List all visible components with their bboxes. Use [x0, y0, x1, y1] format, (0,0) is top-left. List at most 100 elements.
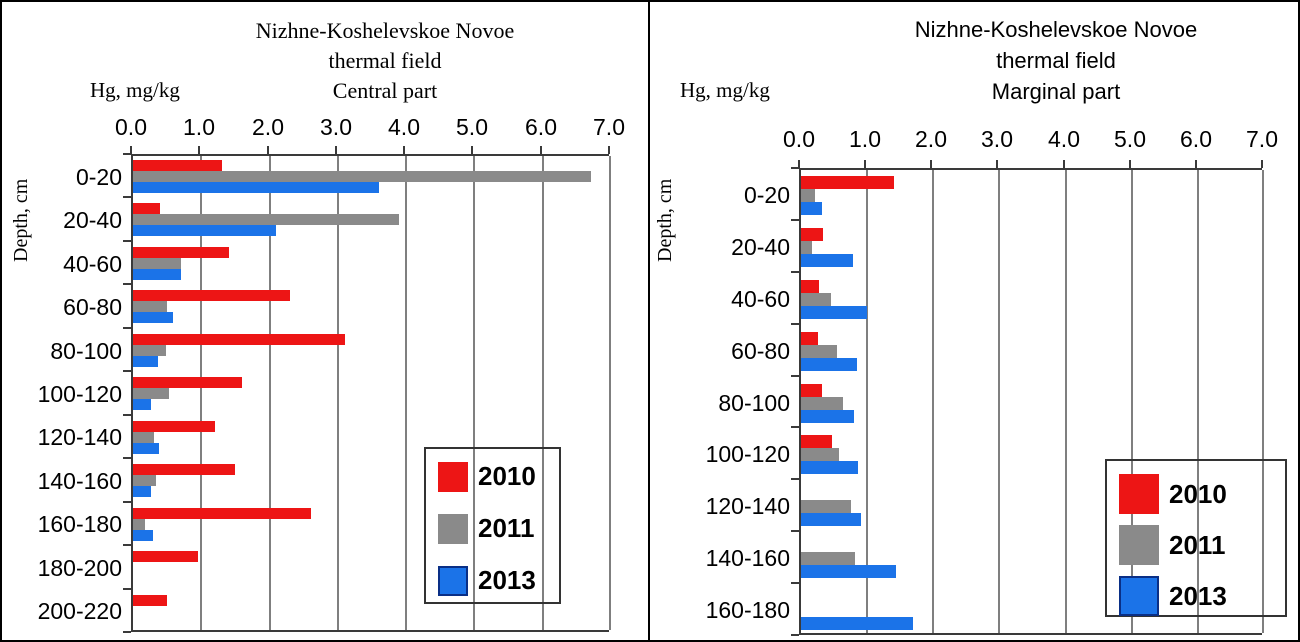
- bar-2011: [133, 214, 399, 225]
- bar-2013: [133, 530, 153, 541]
- category-label: 60-80: [63, 294, 122, 321]
- bar-2013: [801, 358, 857, 371]
- tick-label: 5.0: [1114, 126, 1146, 152]
- legend-swatch-2010: [1119, 474, 1159, 514]
- bar-2011: [801, 397, 843, 410]
- gridline: [1262, 170, 1264, 633]
- legend-swatch-2013: [1119, 576, 1159, 616]
- category-tick: [791, 478, 799, 480]
- category-label: 80-100: [50, 337, 122, 364]
- tick-label: 3.0: [981, 126, 1013, 152]
- bar-2013: [801, 410, 854, 423]
- legend: 2010 2011 2013: [424, 447, 561, 604]
- gridline: [200, 156, 202, 630]
- bar-2010: [801, 176, 894, 189]
- category-tick: [123, 153, 131, 155]
- bar-2013: [133, 182, 379, 193]
- category-label: 140-160: [37, 467, 122, 494]
- bar-2013: [133, 486, 151, 497]
- category-label: 40-60: [63, 250, 122, 277]
- category-label: 20-40: [63, 207, 122, 234]
- axis-tick: [608, 146, 610, 154]
- category-tick: [791, 634, 799, 636]
- category-tick: [791, 167, 799, 169]
- category-tick: [123, 544, 131, 546]
- bar-2011: [801, 500, 851, 513]
- category-label: 60-80: [731, 337, 790, 364]
- bar-2011: [133, 301, 167, 312]
- category-label: 100-120: [705, 441, 790, 468]
- legend-entry: 2010: [1119, 474, 1227, 514]
- axis-tick: [1261, 160, 1263, 168]
- gridline: [405, 156, 407, 630]
- category-label: 0-20: [75, 163, 122, 190]
- category-tick: [123, 588, 131, 590]
- legend: 2010 2011 2013: [1105, 459, 1287, 617]
- bar-2013: [133, 356, 158, 367]
- bar-2013: [133, 399, 151, 410]
- gridline: [609, 156, 611, 630]
- axis-tick: [471, 146, 473, 154]
- bar-2011: [133, 345, 166, 356]
- legend-entry: 2013: [438, 565, 536, 596]
- bar-2013: [801, 617, 913, 630]
- tick-label: 6.0: [1180, 126, 1212, 152]
- bar-2010: [801, 228, 823, 241]
- chart-title-line: Nizhne-Koshelevskoe Novoe: [255, 18, 515, 43]
- gridline: [473, 156, 475, 630]
- bar-2013: [133, 312, 173, 323]
- x-axis-unit-label: Hg, mg/kg: [680, 78, 770, 102]
- category-label: 0-20: [743, 181, 790, 208]
- bar-2013: [801, 565, 896, 578]
- bar-2011: [801, 293, 831, 306]
- tick-label: 1.0: [849, 126, 881, 152]
- category-label: 160-180: [705, 597, 790, 624]
- gridline: [998, 170, 1000, 633]
- bar-2010: [133, 334, 345, 345]
- chart-panel-marginal: Nizhne-Koshelevskoe Novoe thermal field …: [650, 2, 1298, 640]
- bar-2010: [133, 203, 160, 214]
- category-label: 100-120: [37, 381, 122, 407]
- tick-label: 0.0: [115, 114, 147, 140]
- tick-label: 1.0: [183, 114, 215, 140]
- legend-label: 2013: [478, 565, 536, 595]
- axis-tick: [540, 146, 542, 154]
- category-label: 40-60: [731, 285, 790, 312]
- category-label: 200-220: [37, 598, 122, 625]
- legend-label: 2011: [478, 513, 535, 543]
- bar-2013: [801, 254, 853, 267]
- legend-entry: 2013: [1119, 576, 1227, 616]
- bar-2013: [133, 443, 159, 454]
- category-tick: [123, 631, 131, 633]
- chart-panel-central: Nizhne-Koshelevskoe Novoe thermal field …: [2, 2, 650, 640]
- legend-entry: 2010: [438, 461, 536, 492]
- category-tick: [123, 370, 131, 372]
- tick-label: 2.0: [915, 126, 947, 152]
- x-axis-unit-label: Hg, mg/kg: [90, 78, 180, 102]
- chart-title-line: thermal field: [996, 48, 1116, 73]
- category-tick: [123, 196, 131, 198]
- category-tick: [123, 283, 131, 285]
- bar-2013: [133, 269, 181, 280]
- bar-2011: [801, 552, 855, 565]
- legend-entry: 2011: [1119, 525, 1225, 565]
- legend-label: 2011: [1169, 529, 1226, 560]
- category-tick: [123, 327, 131, 329]
- gridline: [866, 170, 868, 633]
- bar-2010: [133, 247, 229, 258]
- tick-label: 0.0: [783, 126, 815, 152]
- legend-swatch-2011: [1119, 525, 1159, 565]
- chart-title-line: Nizhne-Koshelevskoe Novoe: [914, 17, 1198, 42]
- category-label: 120-140: [37, 424, 122, 451]
- category-tick: [791, 582, 799, 584]
- axis-tick: [996, 160, 998, 168]
- bar-2011: [133, 171, 591, 182]
- chart-title: Nizhne-Koshelevskoe Novoe thermal field …: [806, 14, 1300, 107]
- plot-area: 2010 2011 2013: [131, 154, 611, 632]
- tick-label: 4.0: [1048, 126, 1080, 152]
- category-tick: [123, 414, 131, 416]
- bar-2011: [133, 519, 145, 530]
- category-label: 180-200: [37, 554, 122, 581]
- gridline: [1131, 170, 1133, 633]
